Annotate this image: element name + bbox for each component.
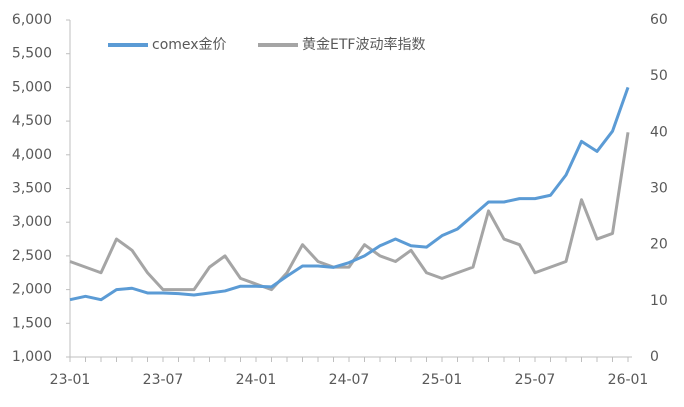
legend-label: 黄金ETF波动率指数	[302, 36, 425, 53]
y-tick-label: 2,000	[12, 282, 52, 298]
y-tick-label: 5,000	[12, 79, 52, 95]
y-tick-label: 3,500	[12, 181, 52, 197]
y-tick-label: 1,000	[12, 349, 52, 365]
y2-tick-label: 40	[650, 124, 668, 140]
y2-tick-label: 0	[650, 349, 659, 365]
x-tick-label: 25-07	[515, 372, 556, 388]
y2-tick-label: 20	[650, 237, 668, 253]
y2-tick-label: 10	[650, 293, 668, 309]
x-tick-label: 24-01	[236, 372, 277, 388]
y2-tick-label: 60	[650, 12, 668, 28]
y2-tick-label: 50	[650, 68, 668, 84]
y2-tick-label: 30	[650, 181, 668, 197]
series-line	[69, 86, 630, 302]
y-tick-label: 4,500	[12, 113, 52, 129]
y-tick-label: 5,500	[12, 46, 52, 62]
y-tick-label: 2,500	[12, 248, 52, 264]
y-tick-label: 1,500	[12, 315, 52, 331]
x-tick-label: 26-01	[608, 372, 649, 388]
x-tick-label: 23-01	[50, 372, 91, 388]
x-tick-label: 24-07	[329, 372, 370, 388]
y-tick-label: 6,000	[12, 12, 52, 28]
y-tick-label: 3,000	[12, 214, 52, 230]
legend-label: comex金价	[152, 37, 227, 53]
x-tick-label: 23-07	[143, 372, 184, 388]
series-line	[69, 132, 630, 292]
y-tick-label: 4,000	[12, 147, 52, 163]
x-tick-label: 25-01	[422, 372, 463, 388]
